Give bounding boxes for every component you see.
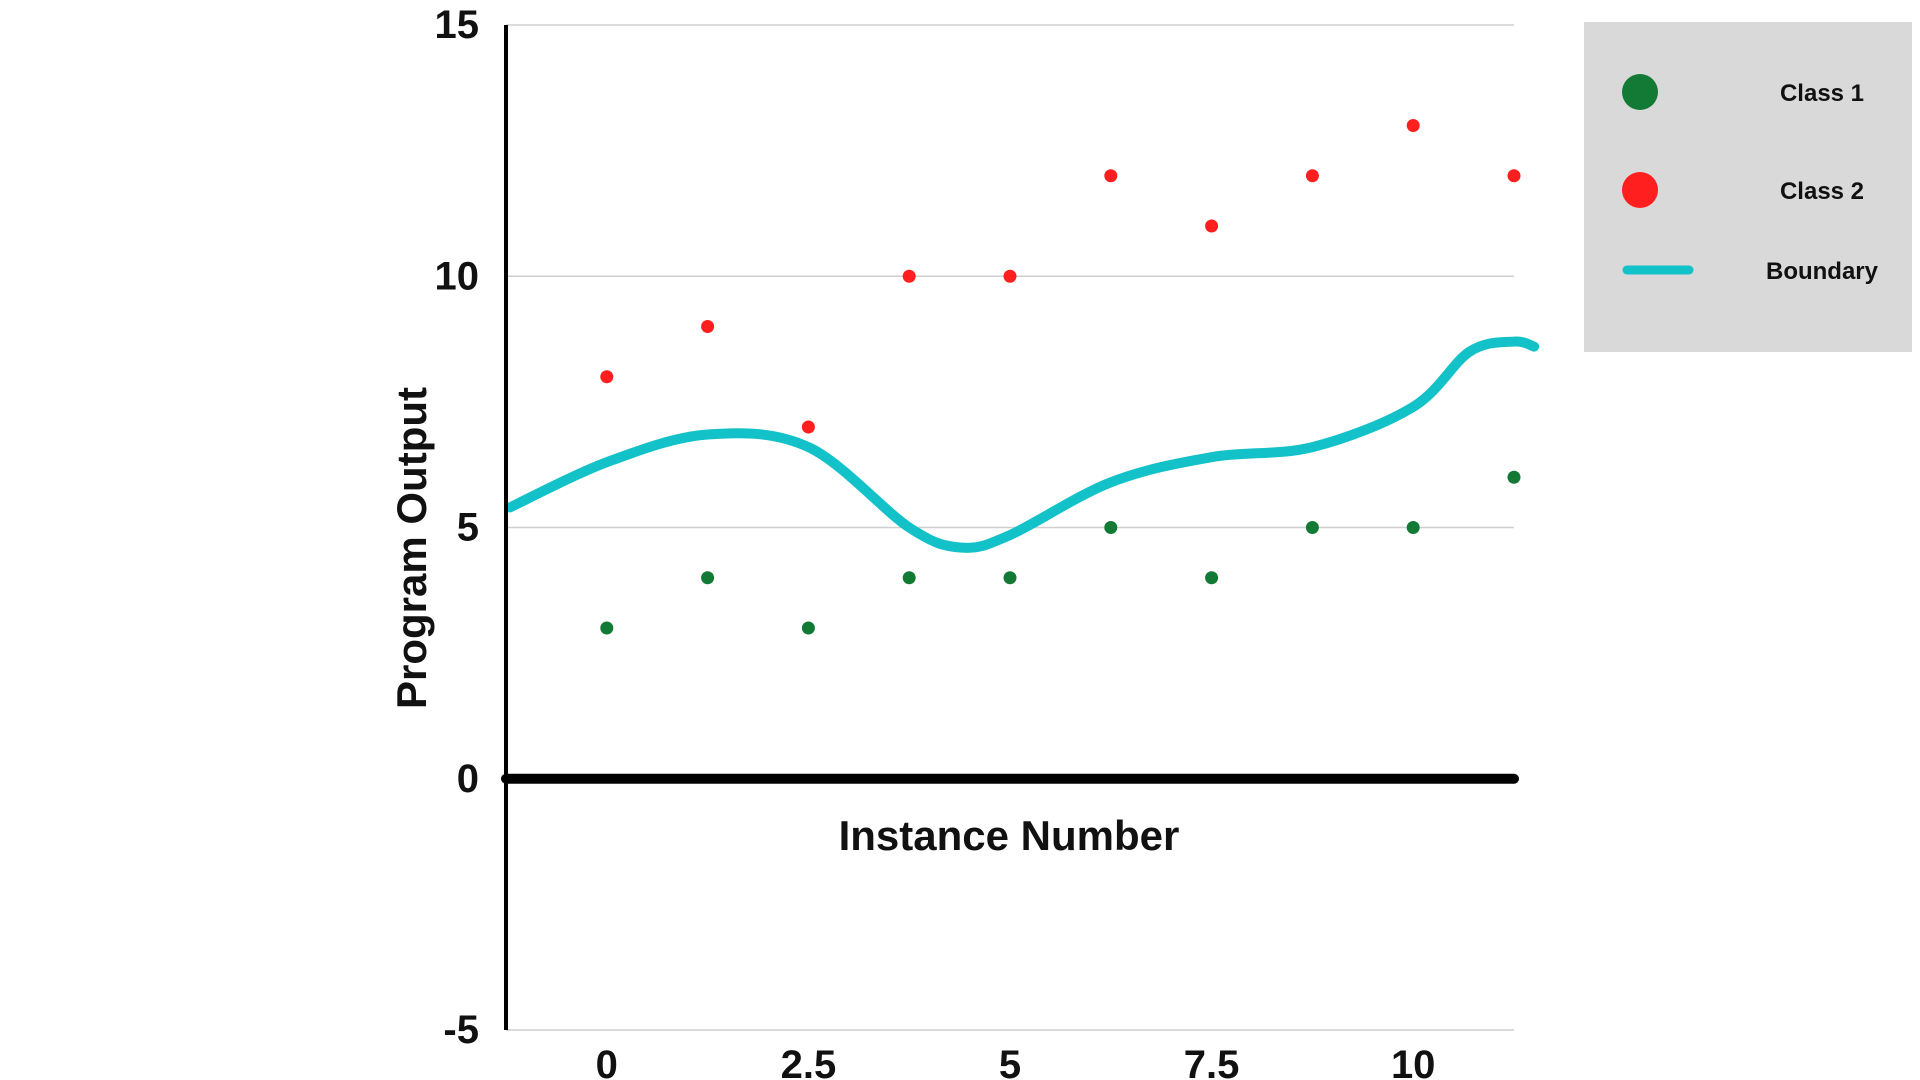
x-tick-label: 10 [1391, 1043, 1436, 1080]
x-tick-label: 0 [596, 1043, 618, 1080]
class-1-point [902, 571, 916, 585]
class-1-point [600, 621, 614, 635]
legend-class-2-label: Class 2 [1780, 178, 1864, 205]
boundary-curve [505, 336, 1540, 553]
legend-class-1-swatch [1622, 74, 1658, 110]
class-1-point [1003, 571, 1017, 585]
x-tick-label: 2.5 [781, 1043, 837, 1080]
tick-labels: -5 0 5 10 15 0 2.5 5 7.5 10 [435, 3, 1436, 1080]
y-tick-label: 0 [457, 757, 479, 801]
class-1-point [1305, 521, 1319, 534]
grid-lines [506, 24, 1514, 1031]
class-1-point [801, 621, 815, 635]
class-2-point [701, 320, 715, 333]
class-1-point [1507, 470, 1521, 484]
y-axis-title: Program Output [388, 387, 435, 709]
legend-class-1-label: Class 1 [1780, 80, 1864, 107]
class-2-point [902, 269, 916, 283]
class-2-point [801, 420, 815, 434]
axes [501, 25, 1519, 1030]
boundary-curve-layer [505, 336, 1540, 553]
class-2-point [1305, 169, 1319, 183]
y-tick-label: 10 [435, 254, 480, 298]
legend-boundary-label: Boundary [1766, 258, 1879, 285]
class-2-point [1205, 219, 1219, 233]
class-1-point [1406, 521, 1420, 534]
y-tick-label: 5 [457, 506, 479, 550]
class-2-point [1003, 269, 1017, 283]
y-tick-label: 15 [435, 3, 480, 47]
class-2-point [1406, 119, 1420, 132]
legend: Class 1 Class 2 Boundary [1584, 22, 1912, 352]
class-2-point [600, 370, 614, 384]
x-axis-title: Instance Number [839, 812, 1180, 859]
x-tick-label: 5 [999, 1043, 1021, 1080]
data-points [600, 119, 1521, 635]
class-2-point [1104, 169, 1118, 183]
class-1-point [701, 571, 715, 585]
class-1-point [1205, 571, 1219, 585]
class-2-point [1507, 169, 1521, 183]
x-tick-label: 7.5 [1184, 1043, 1240, 1080]
class-1-point [1104, 521, 1118, 534]
legend-class-2-swatch [1622, 172, 1658, 208]
y-tick-label: -5 [443, 1008, 479, 1052]
legend-items: Class 1 Class 2 Boundary [1622, 74, 1879, 285]
